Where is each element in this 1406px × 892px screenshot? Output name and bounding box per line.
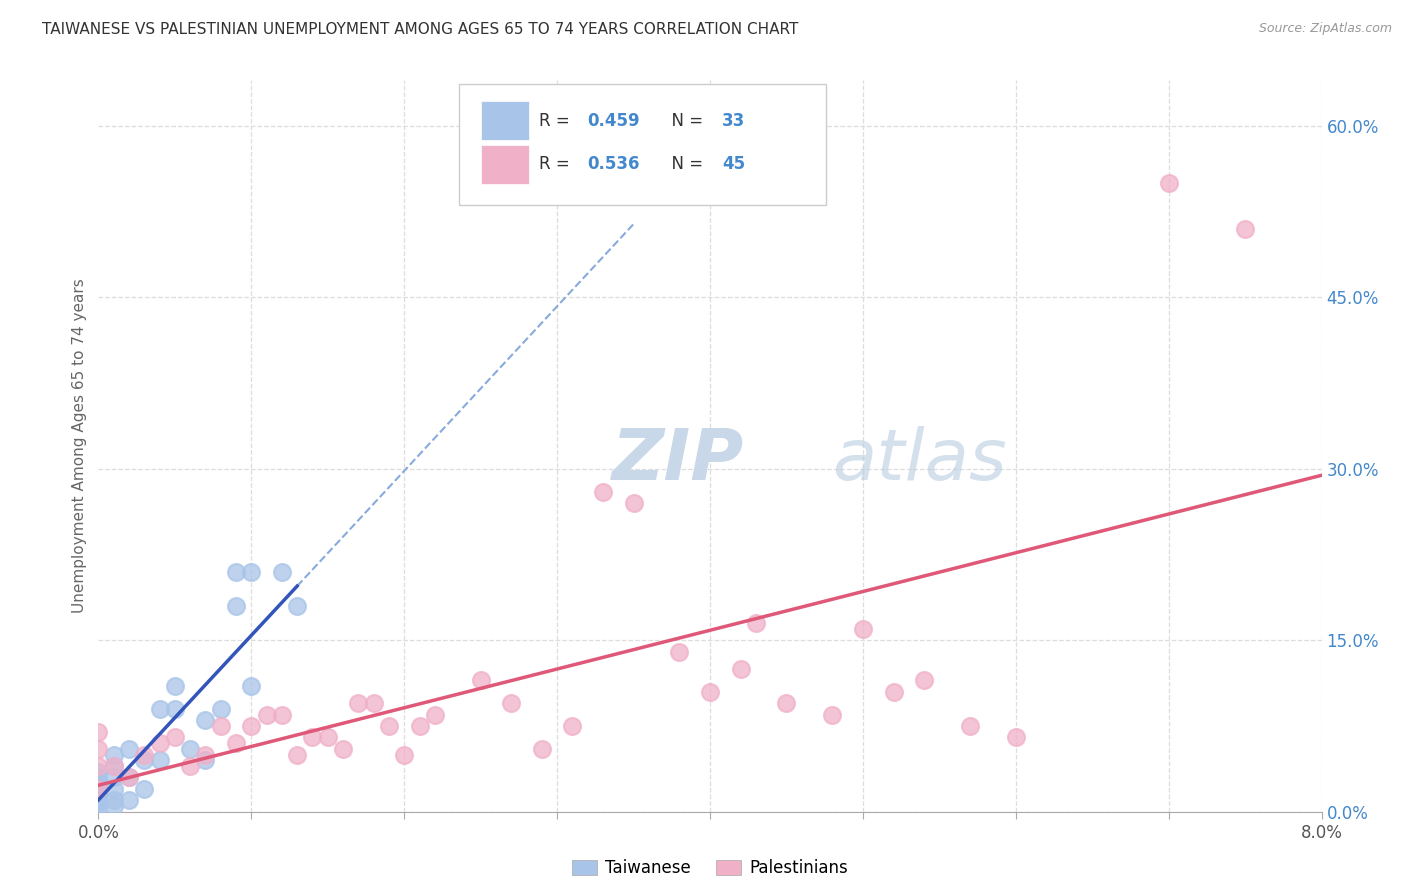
Y-axis label: Unemployment Among Ages 65 to 74 years: Unemployment Among Ages 65 to 74 years [72, 278, 87, 614]
Point [87, 781, 110, 796]
Point [470, 673, 492, 688]
Point [87, 781, 110, 796]
Point [149, 736, 172, 750]
Point [225, 599, 247, 613]
Point [103, 781, 125, 796]
Point [103, 759, 125, 773]
Point [163, 679, 186, 693]
Point [103, 771, 125, 785]
Point [87, 771, 110, 785]
Point [134, 781, 156, 796]
Text: 33: 33 [723, 112, 745, 129]
FancyBboxPatch shape [481, 145, 529, 184]
Point [561, 719, 583, 733]
Point [592, 484, 614, 499]
Point [668, 645, 690, 659]
Point [332, 742, 354, 756]
Point [209, 719, 232, 733]
Text: R =: R = [538, 112, 575, 129]
Text: TAIWANESE VS PALESTINIAN UNEMPLOYMENT AMONG AGES 65 TO 74 YEARS CORRELATION CHAR: TAIWANESE VS PALESTINIAN UNEMPLOYMENT AM… [42, 22, 799, 37]
Point [347, 696, 370, 710]
Point [699, 684, 721, 698]
Text: Source: ZipAtlas.com: Source: ZipAtlas.com [1258, 22, 1392, 36]
Point [270, 707, 294, 722]
Point [194, 714, 217, 728]
Point [134, 747, 156, 762]
Point [821, 707, 844, 722]
Point [225, 565, 247, 579]
Text: 0.459: 0.459 [588, 112, 640, 129]
Point [87, 799, 110, 814]
Point [87, 724, 110, 739]
Point [163, 731, 186, 745]
Legend: Taiwanese, Palestinians: Taiwanese, Palestinians [565, 853, 855, 884]
Text: 0.536: 0.536 [588, 155, 640, 173]
Point [1157, 176, 1180, 190]
Point [149, 753, 172, 767]
Point [87, 776, 110, 790]
Point [87, 788, 110, 802]
Point [103, 747, 125, 762]
Point [87, 796, 110, 810]
Point [745, 616, 768, 631]
Point [87, 759, 110, 773]
Point [530, 742, 553, 756]
Point [194, 747, 217, 762]
Point [285, 747, 308, 762]
Point [209, 702, 232, 716]
Point [240, 565, 263, 579]
Point [852, 622, 875, 636]
Point [179, 759, 201, 773]
Point [194, 753, 217, 767]
Point [118, 771, 141, 785]
Text: N =: N = [661, 112, 709, 129]
Point [179, 742, 201, 756]
Point [959, 719, 981, 733]
Point [87, 764, 110, 779]
Text: atlas: atlas [832, 426, 1007, 495]
Point [775, 696, 797, 710]
FancyBboxPatch shape [481, 101, 529, 140]
Point [270, 565, 294, 579]
Point [256, 707, 278, 722]
FancyBboxPatch shape [460, 84, 827, 204]
Point [301, 731, 323, 745]
Point [225, 736, 247, 750]
Point [1234, 222, 1257, 236]
Point [501, 696, 523, 710]
Point [103, 799, 125, 814]
Point [118, 793, 141, 807]
Point [912, 673, 935, 688]
Point [883, 684, 905, 698]
Point [240, 719, 263, 733]
Point [623, 496, 645, 510]
Point [1004, 731, 1026, 745]
Text: R =: R = [538, 155, 575, 173]
Point [378, 719, 401, 733]
Point [118, 742, 141, 756]
Point [285, 599, 308, 613]
Point [134, 753, 156, 767]
Point [149, 702, 172, 716]
Text: 45: 45 [723, 155, 745, 173]
Point [423, 707, 446, 722]
Point [316, 731, 339, 745]
Point [163, 702, 186, 716]
Point [392, 747, 416, 762]
Point [408, 719, 430, 733]
Point [103, 759, 125, 773]
Point [118, 771, 141, 785]
Point [87, 742, 110, 756]
Text: ZIP: ZIP [612, 426, 744, 495]
Point [730, 662, 752, 676]
Point [103, 793, 125, 807]
Point [363, 696, 385, 710]
Point [87, 793, 110, 807]
Text: N =: N = [661, 155, 709, 173]
Point [240, 679, 263, 693]
